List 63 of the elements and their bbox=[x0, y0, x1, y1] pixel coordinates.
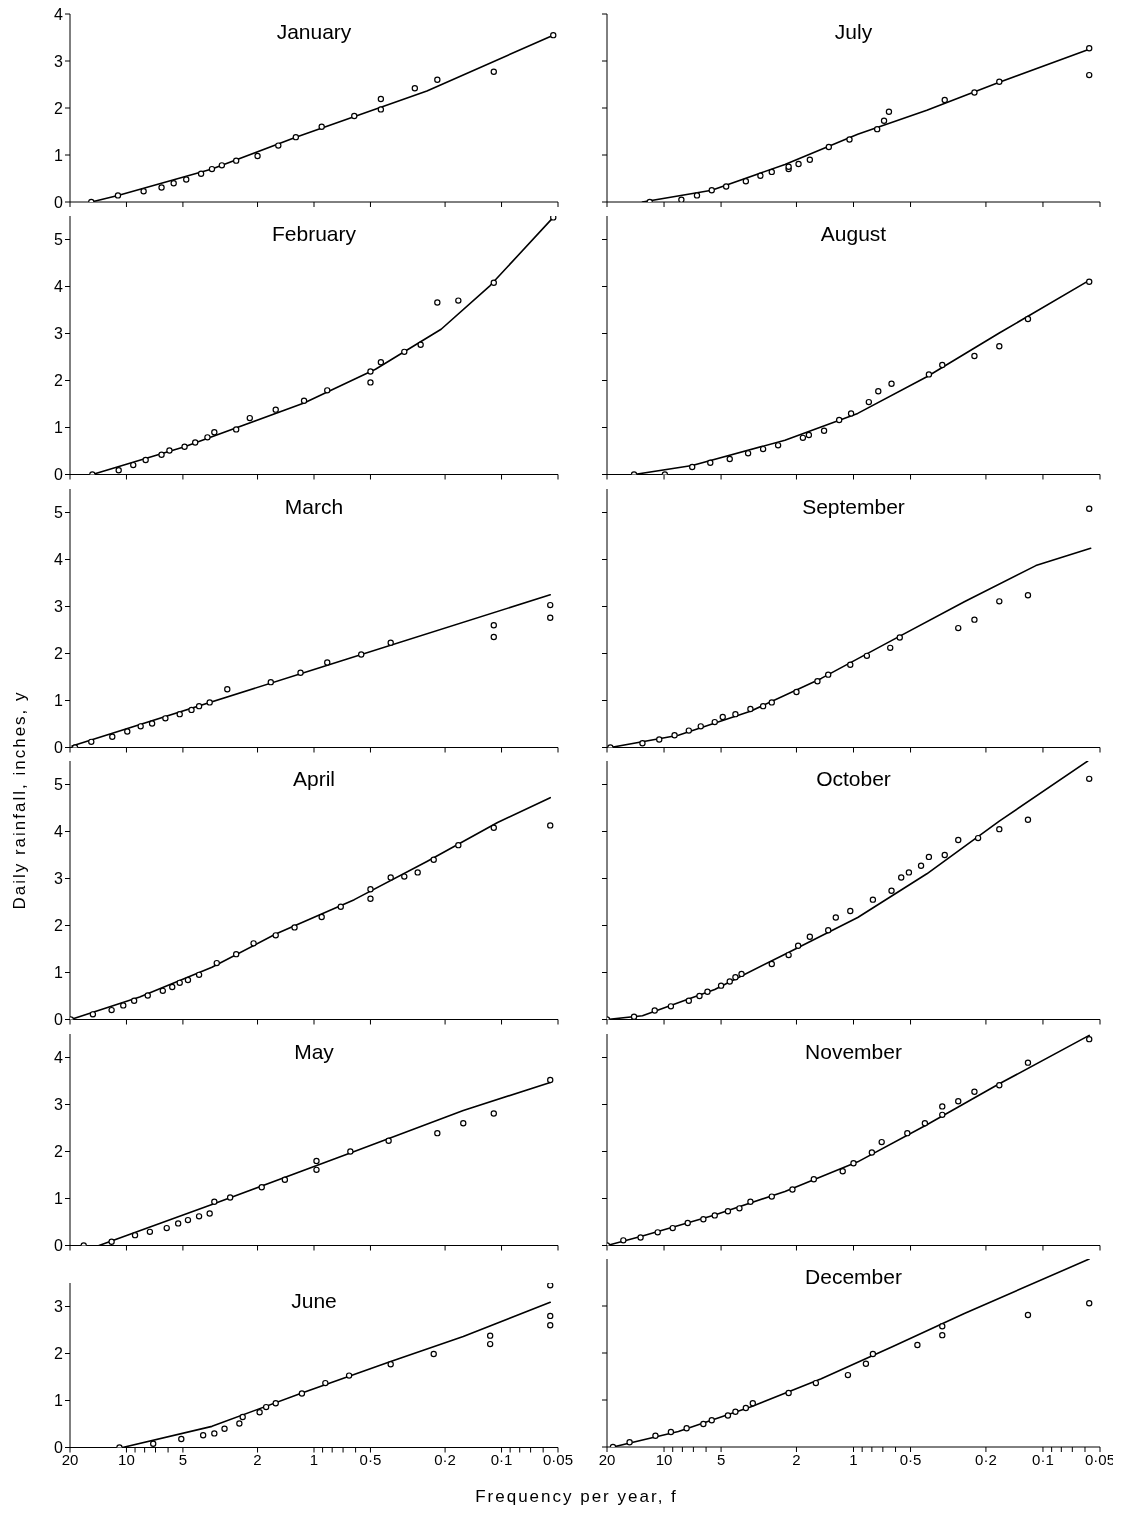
x-tick-label: 2 bbox=[253, 1450, 262, 1468]
y-tick-label: 4 bbox=[54, 550, 64, 568]
y-tick-label: 1 bbox=[54, 964, 64, 982]
x-tick-label: 1 bbox=[849, 1450, 858, 1468]
y-tick-label: 4 bbox=[54, 823, 64, 841]
x-tick-label: 10 bbox=[655, 1450, 673, 1468]
x-tick-label: 0·1 bbox=[490, 1450, 513, 1468]
y-tick-label: 1 bbox=[54, 1391, 64, 1409]
y-axis-title: Daily rainfall, inches, y bbox=[10, 690, 30, 910]
chart-title: October bbox=[815, 767, 892, 791]
chart-title: September bbox=[801, 494, 906, 519]
y-tick-label: 4 bbox=[54, 1048, 64, 1066]
x-tick-label: 5 bbox=[178, 1450, 188, 1468]
y-tick-label: 2 bbox=[54, 644, 64, 662]
y-tick-label: 0 bbox=[54, 193, 64, 211]
chart-title: March bbox=[283, 494, 345, 519]
y-tick-label: 4 bbox=[54, 5, 64, 23]
x-tick-label: 1 bbox=[309, 1450, 319, 1468]
y-tick-label: 3 bbox=[54, 52, 64, 70]
x-tick-label: 0·5 bbox=[899, 1450, 922, 1468]
x-tick-label: 0·05 bbox=[542, 1450, 574, 1468]
chart-title: June bbox=[290, 1288, 338, 1313]
x-tick-label: 0·1 bbox=[1032, 1450, 1054, 1468]
y-tick-label: 5 bbox=[54, 231, 64, 249]
y-tick-label: 3 bbox=[54, 325, 64, 343]
y-tick-label: 5 bbox=[54, 503, 64, 521]
y-tick-label: 1 bbox=[54, 419, 64, 437]
y-tick-label: 3 bbox=[54, 1297, 64, 1315]
y-tick-label: 0 bbox=[54, 466, 64, 484]
x-tick-label: 20 bbox=[61, 1450, 79, 1468]
y-tick-label: 0 bbox=[54, 738, 64, 756]
x-tick-label: 20 bbox=[598, 1450, 616, 1468]
y-tick-label: 5 bbox=[54, 776, 64, 794]
chart-title: November bbox=[804, 1039, 903, 1064]
y-tick-label: 1 bbox=[54, 691, 64, 709]
y-tick-label: 0 bbox=[54, 1236, 64, 1254]
y-tick-label: 0 bbox=[54, 1011, 64, 1029]
y-tick-label: 4 bbox=[54, 278, 64, 296]
y-tick-label: 3 bbox=[54, 1095, 64, 1113]
chart-title: April bbox=[292, 767, 336, 791]
chart-title: January bbox=[275, 20, 353, 44]
chart-title: February bbox=[271, 222, 357, 246]
chart-title: August bbox=[819, 222, 888, 246]
y-tick-label: 2 bbox=[54, 99, 64, 117]
y-tick-label: 1 bbox=[54, 1189, 64, 1207]
x-tick-label: 2 bbox=[792, 1450, 801, 1468]
x-tick-label: 10 bbox=[118, 1450, 135, 1468]
y-tick-label: 1 bbox=[54, 146, 64, 164]
x-tick-label: 0·2 bbox=[975, 1450, 997, 1468]
y-tick-label: 2 bbox=[54, 1344, 64, 1362]
chart-title: July bbox=[833, 20, 874, 44]
x-tick-label: 0·2 bbox=[434, 1450, 456, 1468]
y-tick-label: 2 bbox=[54, 1142, 64, 1160]
y-tick-label: 3 bbox=[54, 597, 64, 615]
x-tick-label: 0·5 bbox=[359, 1450, 382, 1468]
y-tick-label: 2 bbox=[54, 917, 64, 935]
y-tick-label: 3 bbox=[54, 870, 64, 888]
chart-title: May bbox=[293, 1039, 335, 1064]
x-axis-title: Frequency per year, f bbox=[474, 1487, 679, 1507]
y-tick-label: 2 bbox=[54, 372, 64, 390]
chart-title: December bbox=[804, 1265, 903, 1289]
y-tick-label: 0 bbox=[54, 1438, 64, 1456]
x-tick-label: 5 bbox=[716, 1450, 726, 1468]
